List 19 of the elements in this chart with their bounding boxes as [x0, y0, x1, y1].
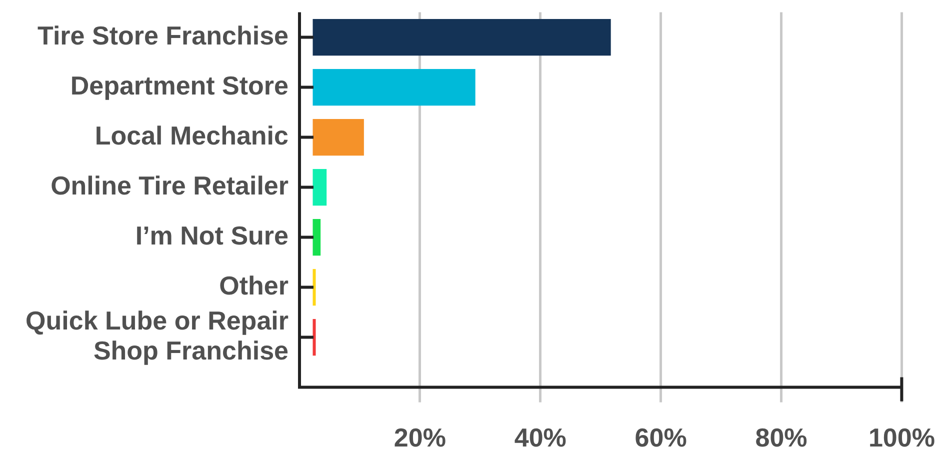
bar [312, 218, 321, 256]
x-tick-label: 80% [755, 422, 808, 452]
y-tick-label: Tire Store Franchise [38, 20, 288, 50]
x-tick-label: 40% [514, 422, 566, 452]
bar [312, 168, 327, 206]
y-tick-label: I’m Not Sure [135, 220, 288, 250]
bar [312, 318, 316, 356]
y-tick-label: Local Mechanic [94, 120, 288, 150]
y-tick-label: Quick Lube or Repair Shop Franchise [26, 306, 288, 366]
bar [312, 268, 316, 306]
y-tick-label: Online Tire Retailer [50, 170, 288, 200]
bar [312, 118, 364, 156]
x-tick-label: 100% [868, 422, 935, 452]
bar [312, 18, 611, 56]
x-tick-label: 20% [394, 422, 446, 452]
y-tick-label: Department Store [70, 70, 288, 100]
bar [312, 68, 476, 106]
x-tick-label: 60% [634, 422, 687, 452]
y-tick-label: Other [219, 270, 288, 300]
